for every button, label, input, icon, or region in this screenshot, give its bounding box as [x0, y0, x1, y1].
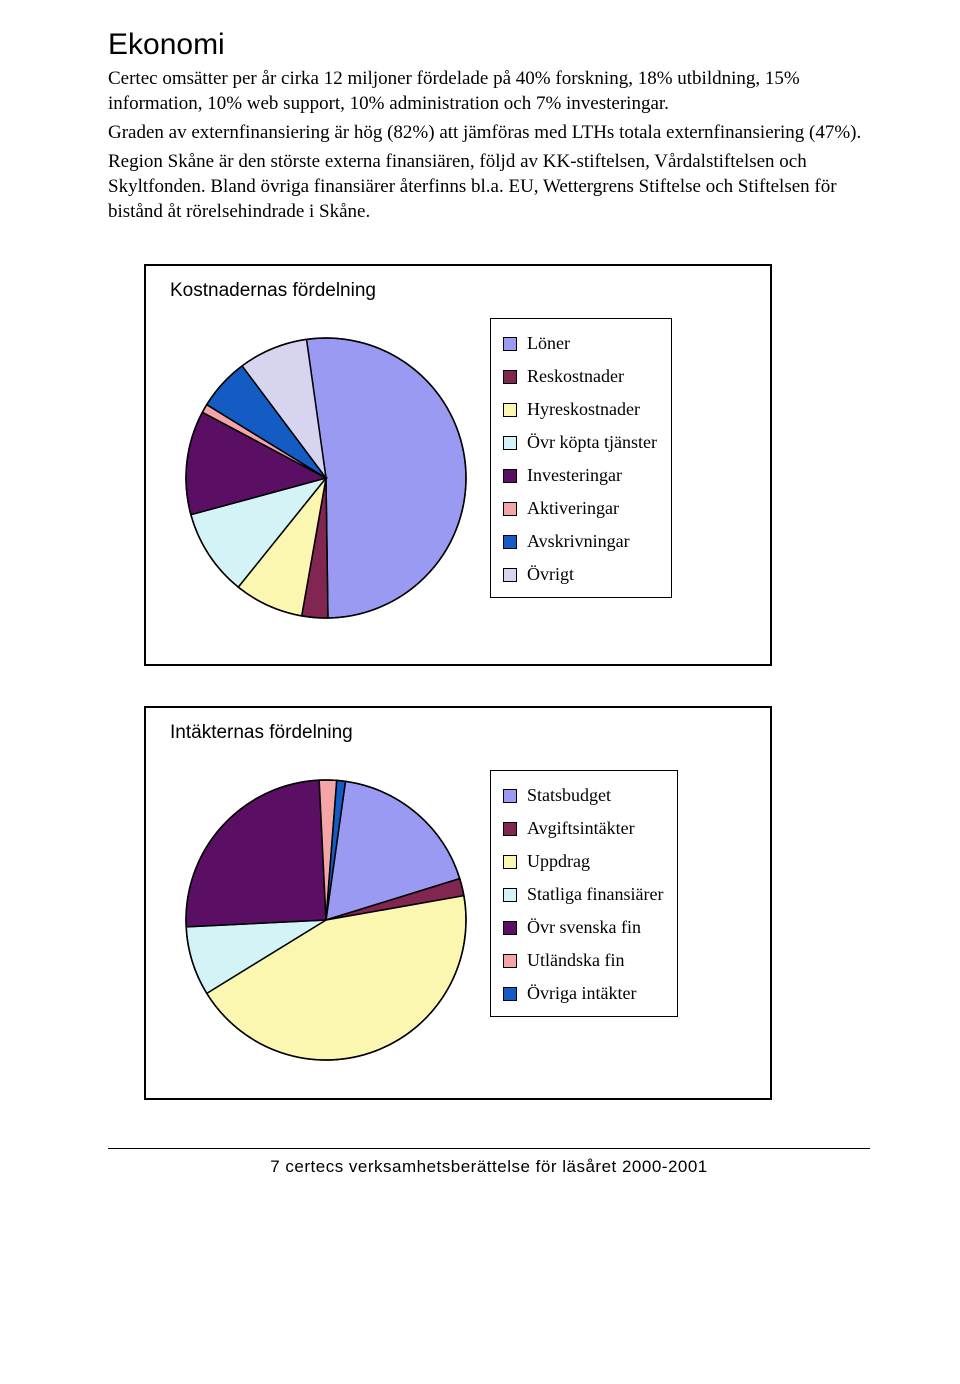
- legend-item: Övr svenska fin: [503, 917, 663, 938]
- legend-swatch: [503, 987, 517, 1001]
- pie-slice: [186, 781, 326, 928]
- legend-label: Uppdrag: [527, 851, 590, 872]
- legend-swatch: [503, 888, 517, 902]
- chart-kostnader-pie: [176, 328, 476, 628]
- legend-label: Löner: [527, 333, 570, 354]
- legend-swatch: [503, 921, 517, 935]
- legend-label: Övr svenska fin: [527, 917, 641, 938]
- paragraph-1: Certec omsätter per år cirka 12 miljoner…: [108, 66, 870, 116]
- legend-item: Hyreskostnader: [503, 399, 657, 420]
- legend-swatch: [503, 822, 517, 836]
- legend-item: Investeringar: [503, 465, 657, 486]
- legend-label: Övr köpta tjänster: [527, 432, 657, 453]
- chart-intakter-title: Intäkternas fördelning: [170, 722, 750, 744]
- legend-swatch: [503, 954, 517, 968]
- legend-swatch: [503, 370, 517, 384]
- chart-kostnader-title: Kostnadernas fördelning: [170, 280, 750, 302]
- legend-item: Avgiftsintäkter: [503, 818, 663, 839]
- legend-swatch: [503, 535, 517, 549]
- footer-divider: [108, 1148, 870, 1149]
- footer-text: 7 certecs verksamhetsberättelse för läså…: [108, 1157, 870, 1177]
- legend-item: Övrigt: [503, 564, 657, 585]
- legend-label: Övriga intäkter: [527, 983, 636, 1004]
- legend-item: Reskostnader: [503, 366, 657, 387]
- paragraph-3: Region Skåne är den störste externa fina…: [108, 149, 870, 224]
- legend-swatch: [503, 403, 517, 417]
- legend-swatch: [503, 568, 517, 582]
- legend-label: Avgiftsintäkter: [527, 818, 635, 839]
- chart-intakter-pie: [176, 770, 476, 1070]
- legend-item: Uppdrag: [503, 851, 663, 872]
- section-heading: Ekonomi: [108, 28, 870, 62]
- legend-item: Aktiveringar: [503, 498, 657, 519]
- legend-label: Aktiveringar: [527, 498, 619, 519]
- legend-item: Avskrivningar: [503, 531, 657, 552]
- legend-label: Statliga finansiärer: [527, 884, 663, 905]
- paragraph-2: Graden av externfinansiering är hög (82%…: [108, 120, 870, 145]
- legend-swatch: [503, 502, 517, 516]
- legend-label: Utländska fin: [527, 950, 624, 971]
- legend-swatch: [503, 469, 517, 483]
- legend-swatch: [503, 436, 517, 450]
- chart-intakter-frame: Intäkternas fördelning Statsbudget Avgift…: [144, 706, 772, 1100]
- legend-item: Löner: [503, 333, 657, 354]
- legend-label: Reskostnader: [527, 366, 624, 387]
- chart-kostnader-frame: Kostnadernas fördelning Löner Reskostnade…: [144, 264, 772, 666]
- legend-swatch: [503, 789, 517, 803]
- legend-label: Övrigt: [527, 564, 574, 585]
- legend-item: Övr köpta tjänster: [503, 432, 657, 453]
- legend-item: Statsbudget: [503, 785, 663, 806]
- legend-label: Hyreskostnader: [527, 399, 640, 420]
- chart-intakter-legend: Statsbudget Avgiftsintäkter Uppdrag Statlig…: [490, 770, 678, 1017]
- legend-label: Avskrivningar: [527, 531, 630, 552]
- legend-item: Utländska fin: [503, 950, 663, 971]
- legend-label: Investeringar: [527, 465, 622, 486]
- pie-slice: [307, 338, 466, 618]
- legend-label: Statsbudget: [527, 785, 611, 806]
- legend-swatch: [503, 855, 517, 869]
- legend-item: Statliga finansiärer: [503, 884, 663, 905]
- legend-item: Övriga intäkter: [503, 983, 663, 1004]
- legend-swatch: [503, 337, 517, 351]
- chart-kostnader-legend: Löner Reskostnader Hyreskostnader Övr köpta…: [490, 318, 672, 598]
